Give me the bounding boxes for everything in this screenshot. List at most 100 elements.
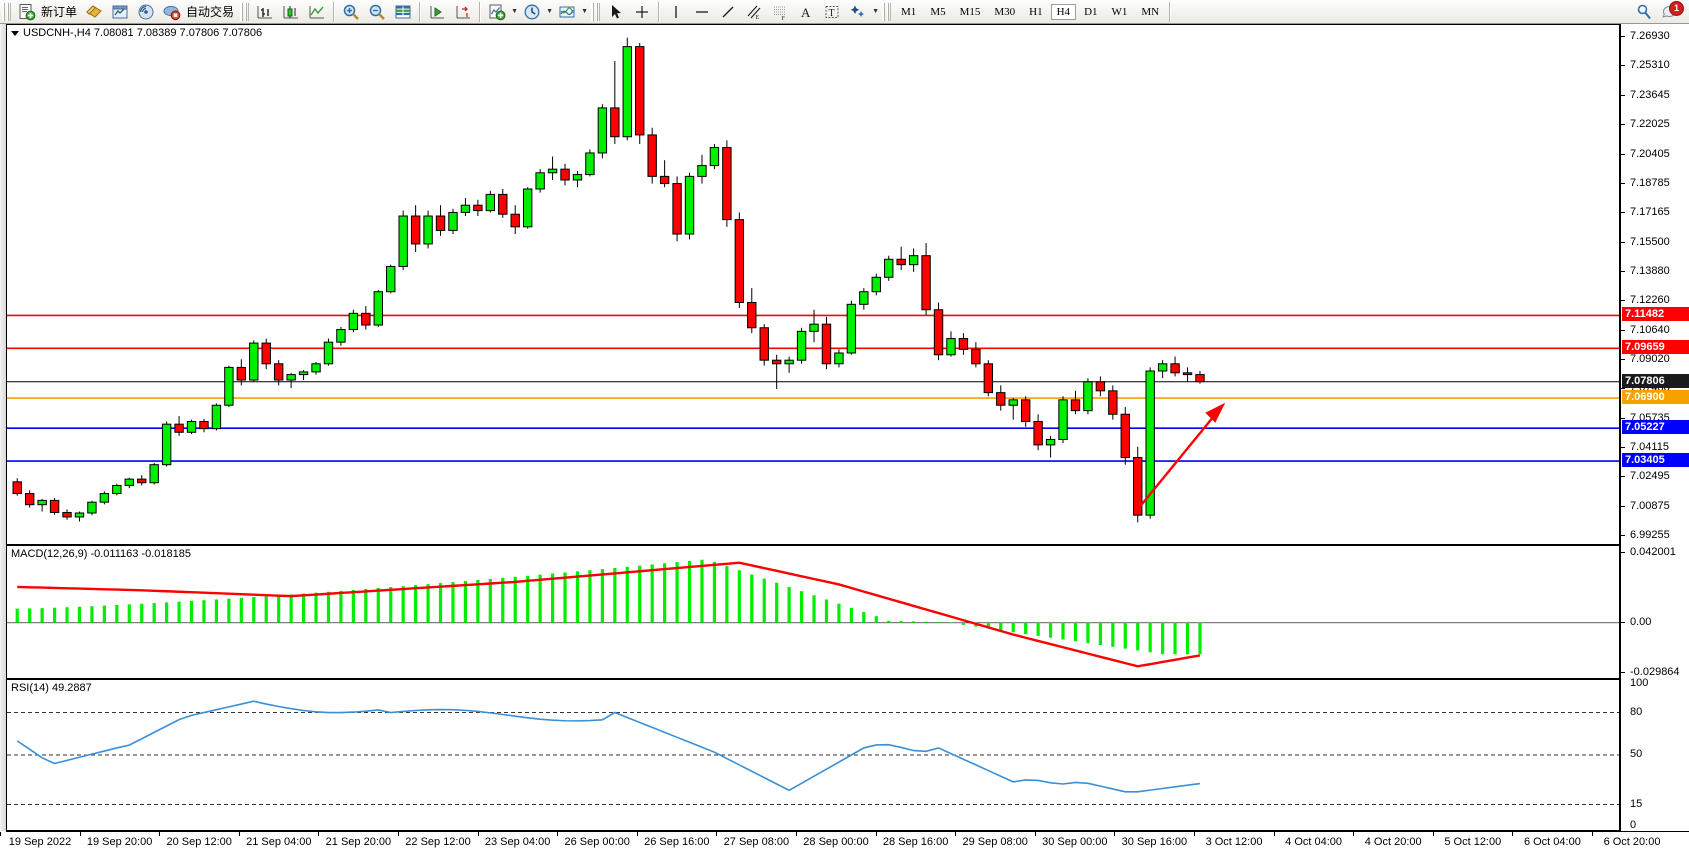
vline-icon[interactable] (663, 1, 689, 23)
text-icon[interactable]: A (793, 1, 819, 23)
macd-axis-label: -0.029864 (1630, 665, 1680, 678)
text-label-icon[interactable]: T (819, 1, 845, 23)
bar-chart-icon[interactable] (252, 1, 278, 23)
time-axis-tick (1512, 832, 1514, 836)
price-tag-support[interactable]: 7.03405 (1622, 453, 1689, 467)
toolbar-grip[interactable] (2, 2, 11, 21)
time-axis-label: 23 Sep 04:00 (484, 836, 551, 848)
zoom-out-icon[interactable] (364, 1, 390, 23)
price-axis-tick (1621, 65, 1625, 67)
shapes-icon[interactable] (845, 1, 871, 23)
timeframe-h4[interactable]: H4 (1050, 3, 1077, 20)
price-axis-label: 7.18785 (1630, 176, 1670, 189)
timeframe-h1[interactable]: H1 (1029, 5, 1043, 18)
price-axis-tick (1621, 476, 1625, 478)
rsi-axis-label: 50 (1630, 748, 1643, 760)
toolbar-grip-4[interactable] (882, 2, 892, 21)
timeframe-d1[interactable]: D1 (1084, 5, 1098, 18)
time-axis-tick (1114, 832, 1116, 836)
time-axis-tick (875, 832, 877, 836)
data-window-icon[interactable] (390, 1, 416, 23)
chevron-down-icon-shapes[interactable]: ▼ (872, 8, 879, 15)
timeframe-m30[interactable]: M30 (994, 5, 1016, 18)
next-chart-icon[interactable] (424, 1, 450, 23)
cursor-icon[interactable] (603, 1, 629, 23)
period-icon[interactable] (519, 1, 545, 23)
price-tag-bid[interactable]: 7.07806 (1622, 373, 1689, 388)
crosshair-icon[interactable] (629, 1, 655, 23)
svg-text:T: T (829, 8, 835, 19)
price-tag-resistance[interactable]: 7.11482 (1622, 307, 1689, 322)
macd-axis-label: 0.00 (1630, 615, 1652, 628)
timeframe-m1[interactable]: M1 (901, 5, 917, 18)
hline-icon[interactable] (689, 1, 715, 23)
time-axis-label: 3 Oct 12:00 (1205, 836, 1263, 848)
paint-icon[interactable] (81, 1, 107, 23)
price-axis-label: 7.04115 (1630, 441, 1669, 454)
time-axis-label: 6 Oct 04:00 (1523, 836, 1581, 848)
price-axis-label: 7.02495 (1630, 470, 1670, 483)
add-indicator-icon[interactable] (484, 1, 510, 23)
toolbar-grip-3[interactable] (591, 2, 601, 21)
candlestick-chart-icon[interactable] (278, 1, 304, 23)
time-axis[interactable]: 19 Sep 2022 19 Sep 20:00 20 Sep 12:00 21 Se… (0, 831, 1689, 855)
price-axis-tick (1621, 212, 1625, 214)
price-axis-label: 7.00875 (1630, 499, 1670, 512)
zoom-in-icon[interactable] (338, 1, 364, 23)
signal-icon[interactable] (133, 1, 159, 23)
time-axis-label: 26 Sep 16:00 (644, 836, 710, 848)
templates-icon[interactable] (554, 1, 580, 23)
price-axis-tick (1621, 358, 1625, 360)
chevron-down-icon-indicators[interactable]: ▼ (511, 8, 518, 15)
equidistant-channel-icon[interactable]: E (741, 1, 767, 23)
toolbar-separator-3 (479, 1, 482, 22)
time-axis-label: 4 Oct 04:00 (1285, 836, 1343, 848)
symbol-header-text: USDCNH-,H4 7.08081 7.08389 7.07806 7.078… (23, 27, 263, 39)
timeframe-mn[interactable]: MN (1141, 5, 1160, 18)
price-axis-tick (1621, 447, 1625, 449)
chart-window-icon[interactable] (107, 1, 133, 23)
toolbar-separator-5 (1169, 1, 1172, 22)
time-axis-tick (398, 832, 399, 836)
notifications-icon[interactable]: 1 (1657, 0, 1684, 23)
toolbar-separator-4 (658, 1, 661, 22)
trendline-icon[interactable] (715, 1, 741, 23)
price-axis-tick (1621, 329, 1625, 331)
price-axis[interactable]: 7.26930 7.25310 7.23645 7.22025 7.20405 7.187… (1620, 24, 1689, 831)
time-axis-label: 28 Sep 00:00 (803, 836, 869, 848)
rsi-chart-svg (7, 700, 1619, 806)
price-axis-label: 7.09020 (1630, 352, 1670, 365)
timeframe-m5[interactable]: M5 (930, 5, 946, 18)
time-axis-tick (716, 832, 718, 836)
macd-axis-tick (1621, 621, 1625, 623)
cloud-stop-icon[interactable] (159, 1, 185, 23)
toolbar-grip-2[interactable] (240, 2, 250, 21)
new-order-label[interactable]: 新订单 (41, 5, 78, 19)
line-chart-icon[interactable] (304, 1, 330, 23)
time-axis-label: 28 Sep 16:00 (882, 836, 949, 848)
price-panel[interactable]: USDCNH-,H4 7.08081 7.08389 7.07806 7.078… (6, 24, 1620, 545)
chevron-down-icon-symbol[interactable] (11, 30, 19, 36)
macd-panel[interactable]: MACD(12,26,9) -0.011163 -0.018185 (6, 545, 1620, 679)
timeframe-w1[interactable]: W1 (1111, 5, 1128, 18)
chevron-down-icon-templates[interactable]: ▼ (581, 8, 588, 15)
time-axis-label: 4 Oct 20:00 (1364, 836, 1422, 848)
rsi-panel[interactable]: RSI(14) 49.2887 (6, 679, 1620, 831)
fibonacci-icon[interactable]: F (767, 1, 793, 23)
price-tag-ask[interactable]: 7.06900 (1622, 390, 1689, 405)
time-axis-label: 5 Oct 12:00 (1444, 836, 1502, 848)
time-axis-label: 20 Sep 12:00 (166, 836, 232, 848)
shift-chart-icon[interactable] (450, 1, 476, 23)
autotrading-label[interactable]: 自动交易 (186, 5, 235, 19)
chevron-down-icon-period[interactable]: ▼ (546, 8, 553, 15)
price-tag-resistance[interactable]: 7.09659 (1622, 340, 1689, 355)
search-icon[interactable] (1631, 1, 1657, 23)
timeframe-m15[interactable]: M15 (959, 5, 981, 18)
price-axis-label: 7.22025 (1630, 118, 1670, 131)
toolbar-separator-1 (333, 1, 336, 22)
time-axis-tick (557, 832, 559, 836)
price-tag-support[interactable]: 7.05227 (1622, 420, 1689, 435)
price-axis-tick (1621, 300, 1625, 302)
new-order-icon[interactable] (14, 1, 40, 23)
price-axis-tick (1621, 534, 1625, 536)
